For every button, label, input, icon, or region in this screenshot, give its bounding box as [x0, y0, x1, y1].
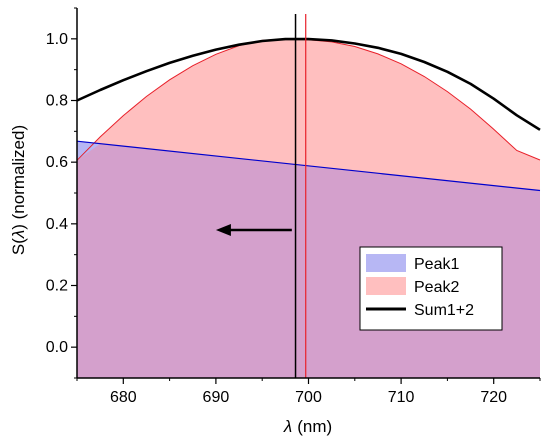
legend-label-peak2: Peak2 — [414, 279, 459, 296]
x-tick-label: 680 — [110, 389, 137, 406]
x-tick-label: 720 — [480, 389, 507, 406]
legend-label-peak1: Peak1 — [414, 256, 459, 273]
axis-labels: λ (nm) S(λ) (normalized) — [9, 125, 332, 436]
y-tick-label: 0.2 — [46, 278, 68, 295]
legend: Peak1 Peak2 Sum1+2 — [359, 246, 503, 331]
peak1-line — [76, 140, 541, 192]
x-axis-label: λ (nm) — [283, 417, 332, 436]
legend-label-sum: Sum1+2 — [414, 302, 474, 319]
x-axis-unit: (nm) — [297, 417, 332, 436]
y-tick-label: 0.6 — [46, 154, 68, 171]
legend-swatch-peak2 — [366, 277, 406, 295]
x-tick-label: 710 — [388, 389, 415, 406]
y-tick-label: 0.0 — [46, 339, 68, 356]
y-axis-label: S(λ) (normalized) — [9, 125, 28, 255]
shift-arrow — [215, 224, 292, 236]
legend-swatch-peak1 — [366, 254, 406, 272]
sum-line — [76, 37, 541, 131]
x-tick-label: 700 — [295, 389, 322, 406]
y-axis-symbol: λ — [9, 230, 28, 239]
y-axis-suffix: ) (normalized) — [9, 125, 28, 230]
y-axis-prefix: S( — [9, 238, 28, 255]
y-tick-label: 0.8 — [46, 93, 68, 110]
x-axis-symbol: λ — [283, 417, 292, 436]
y-tick-label: 1.0 — [46, 31, 68, 48]
x-tick-label: 690 — [203, 389, 230, 406]
y-tick-label: 0.4 — [46, 216, 68, 233]
axes: 680 690 700 710 720 0.0 0.2 0.4 0.6 0.8 1.0 — [46, 7, 541, 406]
arrow-head — [215, 224, 231, 236]
